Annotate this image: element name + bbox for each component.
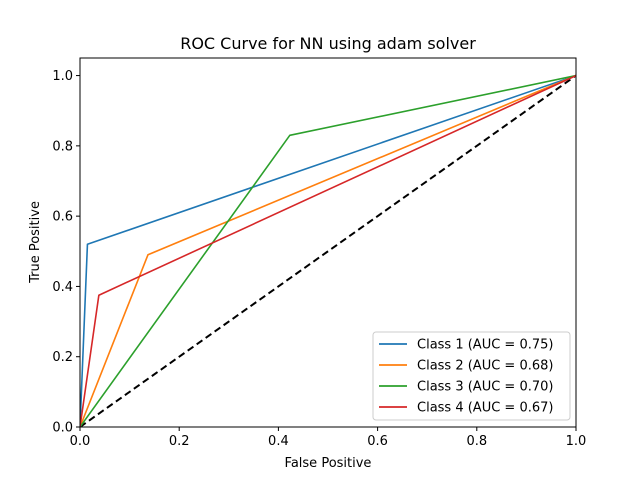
y-tick-label: 0.0: [52, 421, 73, 436]
legend-label: Class 1 (AUC = 0.75): [417, 338, 553, 353]
legend: Class 1 (AUC = 0.75) Class 2 (AUC = 0.68)…: [372, 331, 571, 421]
chart-title: ROC Curve for NN using adam solver: [180, 34, 476, 53]
legend-label: Class 2 (AUC = 0.68): [417, 359, 553, 374]
series-line-class-2: [80, 74, 576, 427]
legend-label: Class 3 (AUC = 0.70): [417, 380, 553, 395]
y-tick-label: 0.8: [52, 139, 73, 154]
y-tick-label: 0.2: [52, 350, 73, 365]
x-tick-label: 0.8: [466, 434, 487, 449]
legend-box: [372, 331, 571, 421]
legend-item: Class 3 (AUC = 0.70): [379, 380, 553, 395]
legend-item: Class 2 (AUC = 0.68): [379, 359, 553, 374]
x-tick-label: 0.2: [169, 434, 190, 449]
x-axis-label: False Positive: [285, 456, 372, 471]
plot-area: [79, 57, 577, 428]
axis-ticks: 0.0 0.2 0.4 0.6 0.8 1.0 0.0 0.2 0.4 0.6 0.8 1.0: [52, 69, 586, 449]
legend-item: Class 4 (AUC = 0.67): [379, 401, 553, 416]
legend-label: Class 4 (AUC = 0.67): [417, 401, 553, 416]
x-tick-label: 0.0: [70, 434, 91, 449]
legend-item: Class 1 (AUC = 0.75): [379, 338, 553, 353]
reference-diagonal-line: [80, 74, 576, 427]
y-axis-label: True Positive: [28, 201, 43, 284]
series-line-class-3: [80, 74, 576, 427]
y-tick-label: 1.0: [52, 69, 73, 84]
y-tick-label: 0.6: [52, 210, 73, 225]
series-line-class-4: [80, 74, 576, 427]
series-line-class-1: [80, 74, 576, 427]
series-lines: [80, 74, 576, 427]
x-tick-label: 0.4: [268, 434, 289, 449]
y-tick-label: 0.4: [52, 280, 73, 295]
plot-frame: [79, 57, 577, 428]
x-tick-label: 1.0: [566, 434, 587, 449]
x-tick-label: 0.6: [367, 434, 388, 449]
